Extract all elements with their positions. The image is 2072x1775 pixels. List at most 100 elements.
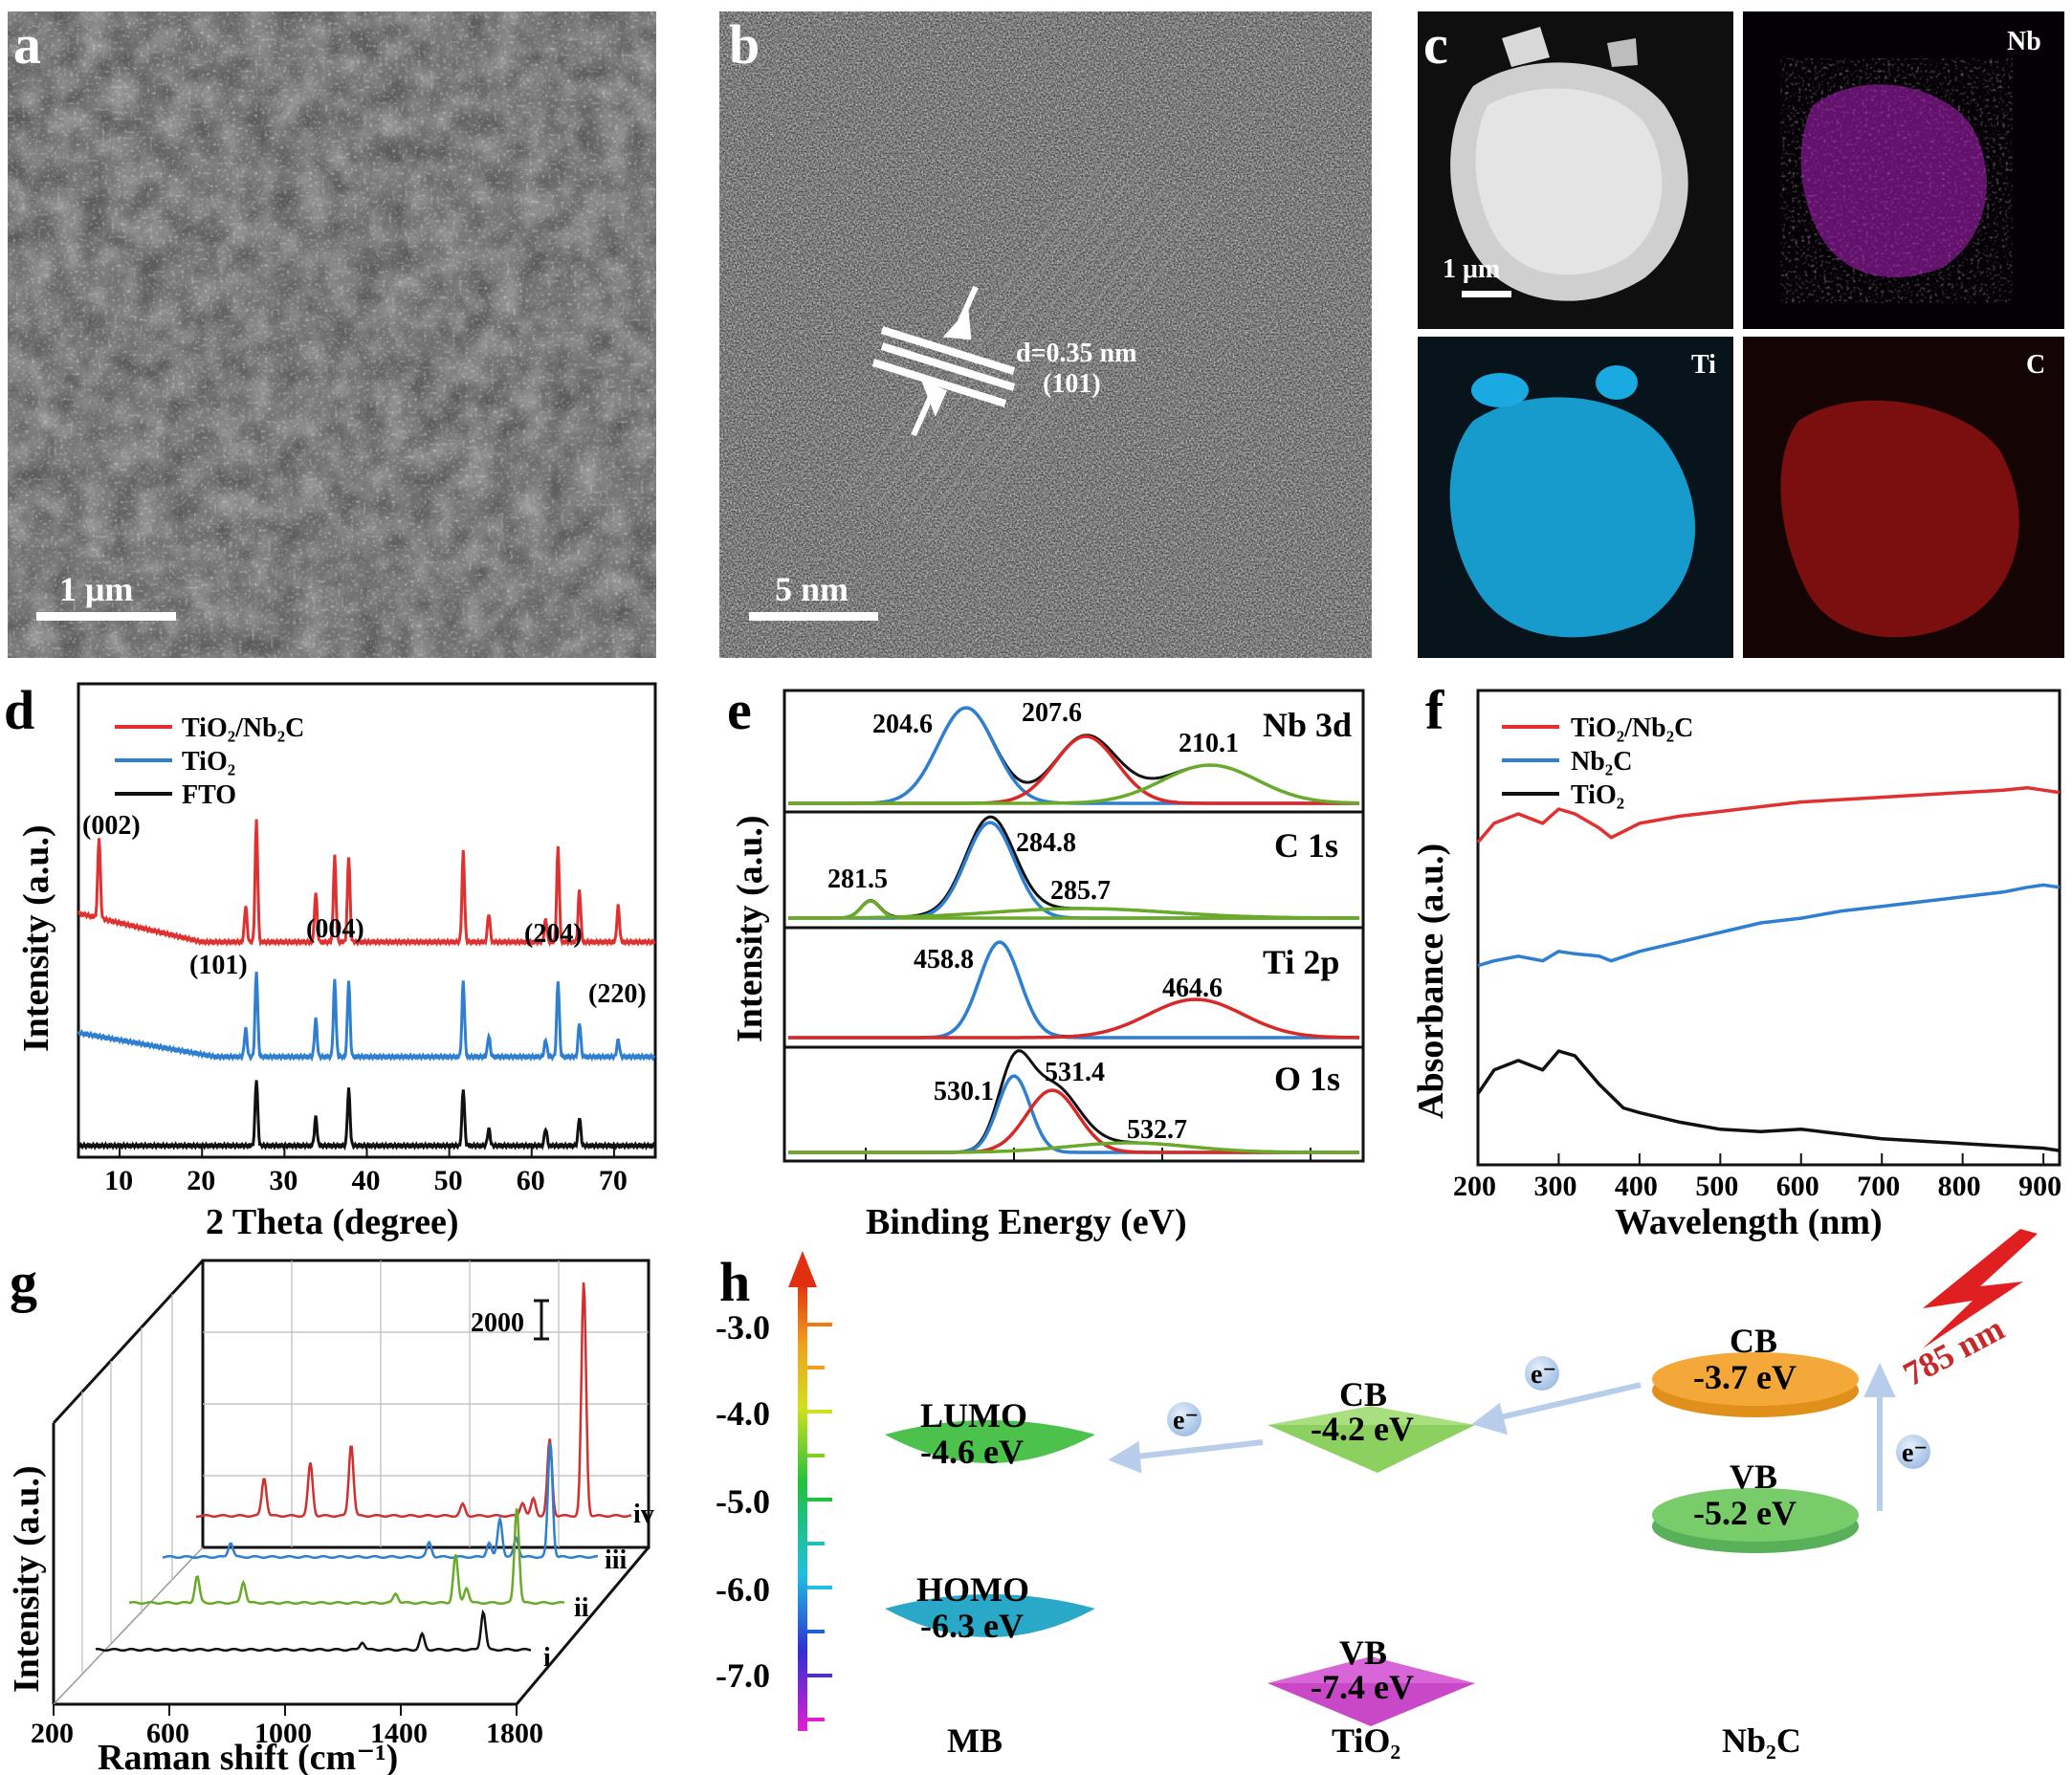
mb-name: MB xyxy=(947,1721,1003,1760)
xlabel-g: Raman shift (cm⁻¹) xyxy=(98,1738,398,1775)
uv-line-1 xyxy=(1477,883,2061,968)
xps-component-0-2 xyxy=(788,763,1359,805)
raman-tick-label-1: 600 xyxy=(146,1718,189,1749)
legend-f-tio2nb2c: TiO₂/Nb₂C xyxy=(1571,713,1693,743)
panel-c-label: c xyxy=(1423,13,1448,76)
xps-peak-210-1: 210.1 xyxy=(1179,729,1239,758)
panel-h: h -3.0 -4.0 -5.0 -6.0 -7.0 LUMO -4.6 eV … xyxy=(716,1229,2038,1760)
xps-c1s-title: C 1s xyxy=(1274,826,1338,865)
panel-g-label: g xyxy=(10,1251,37,1313)
peak-101: (101) xyxy=(189,951,248,980)
xps-peak-207-6: 207.6 xyxy=(1022,698,1082,728)
legend-tio2: TiO₂ xyxy=(182,747,235,777)
electron-2-label: e⁻ xyxy=(1531,1360,1556,1390)
mb-homo-label: HOMO xyxy=(916,1570,1029,1609)
xrd-line-2 xyxy=(77,1080,656,1151)
xps-curves xyxy=(788,706,1359,1154)
nb2c-cb-label: CB xyxy=(1730,1322,1777,1360)
xps-peak-285-7: 285.7 xyxy=(1050,876,1111,906)
plane-label: (101) xyxy=(1043,369,1101,399)
uv-tick-label-3: 500 xyxy=(1695,1171,1738,1202)
electron-1-label: e⁻ xyxy=(1173,1406,1199,1435)
energy-tick-7: -7.0 xyxy=(716,1656,770,1695)
xps-peak-458-8: 458.8 xyxy=(914,945,974,975)
xlabel-f: Wavelength (nm) xyxy=(1615,1202,1883,1242)
raman-ticks: 200 600 1000 1400 1800 xyxy=(31,1704,543,1749)
ylabel-e: Intensity (a.u.) xyxy=(730,815,770,1042)
energy-tick-6: -6.0 xyxy=(716,1570,770,1609)
xrd-line-1 xyxy=(77,972,656,1063)
xrd-series xyxy=(77,819,656,1151)
electron-1 xyxy=(1167,1402,1201,1436)
xps-ti2p-title: Ti 2p xyxy=(1263,943,1339,981)
xrd-tick-label-6: 70 xyxy=(599,1165,628,1196)
uv-tick-label-5: 700 xyxy=(1857,1171,1900,1202)
xps-peak-204-6: 204.6 xyxy=(872,710,933,739)
tio2-cb-label: CB xyxy=(1339,1375,1387,1413)
panel-e: e Nb 3d C 1s Ti 2p O 1s 204.6 207.6 210.… xyxy=(727,679,1365,1242)
raman-line-ii xyxy=(128,1508,565,1606)
raman-line-iii xyxy=(162,1442,599,1560)
hrtem-texture xyxy=(719,11,1372,658)
electron-3 xyxy=(1896,1435,1930,1469)
peak-204: (204) xyxy=(524,919,583,949)
xlabel-d: 2 Theta (degree) xyxy=(206,1202,459,1242)
raman-tick-label-2: 1000 xyxy=(254,1718,312,1749)
nb2c-vb-label: VB xyxy=(1730,1457,1777,1496)
tio2-cb-value: -4.2 eV xyxy=(1311,1410,1414,1448)
xrd-ticks: 10 20 30 40 50 60 70 xyxy=(104,1146,628,1196)
peak-220: (220) xyxy=(588,979,647,1009)
uv-line-0 xyxy=(1476,785,2061,844)
mb-lumo-value: -4.6 eV xyxy=(920,1433,1024,1471)
nb-map-label: Nb xyxy=(2007,27,2041,56)
legend-tio2nb2c: TiO₂/Nb₂C xyxy=(182,713,304,743)
electron-3-label: e⁻ xyxy=(1902,1438,1928,1468)
trace-ii: ii xyxy=(574,1593,589,1623)
panel-f: f 200 300 400 500 600 700 800 900 TiO₂/Nb₂C Nb₂… xyxy=(1411,679,2061,1242)
panel-f-label: f xyxy=(1425,679,1444,741)
mb-homo-band xyxy=(885,1594,1095,1637)
tio2-vb-label: VB xyxy=(1339,1633,1387,1672)
panel-g: g 2000 iv iii ii i 200 600 1000 1400 1800 xyxy=(7,1251,654,1775)
xps-nb3d-title: Nb 3d xyxy=(1263,706,1352,744)
uv-tick-label-2: 400 xyxy=(1615,1171,1658,1202)
transfer-arrows xyxy=(1108,1362,1896,1511)
lattice-marker xyxy=(871,326,1016,407)
xps-component-3-2 xyxy=(788,1141,1359,1154)
nb2c-vb-band xyxy=(1652,1488,1859,1542)
raman-line-i xyxy=(95,1609,532,1653)
panel-h-label: h xyxy=(719,1251,750,1313)
raman-scale: 2000 xyxy=(471,1308,524,1338)
raman-tick-label-4: 1800 xyxy=(486,1718,543,1749)
nb2c-cb-value: -3.7 eV xyxy=(1693,1358,1796,1396)
xps-component-2-1 xyxy=(788,997,1359,1040)
laser-bolt-icon xyxy=(1923,1229,2038,1348)
xlabel-e: Binding Energy (eV) xyxy=(866,1202,1187,1242)
panel-d: d 10 20 30 40 50 60 70 TiO₂/Nb₂C TiO₂ FTO (002… xyxy=(4,679,657,1242)
xps-peak-464-6: 464.6 xyxy=(1162,974,1223,1003)
tio2-name: TiO₂ xyxy=(1332,1721,1400,1760)
xrd-line-0 xyxy=(77,819,656,948)
uv-tick-label-1: 300 xyxy=(1533,1171,1576,1202)
raman-tick-label-0: 200 xyxy=(31,1718,74,1749)
xrd-tick-label-4: 50 xyxy=(434,1165,463,1196)
plot-frame-e xyxy=(783,689,1365,1163)
scalebar-c-text: 1 μm xyxy=(1443,254,1500,284)
energy-tick-4: -4.0 xyxy=(716,1394,770,1433)
trace-iii: iii xyxy=(605,1545,628,1575)
panel-c: c 1 μm Nb Ti C xyxy=(1418,11,2064,658)
xrd-tick-label-5: 60 xyxy=(517,1165,545,1196)
xrd-tick-label-1: 20 xyxy=(187,1165,215,1196)
tio2-cb-band xyxy=(1267,1425,1475,1473)
xps-component-0-1 xyxy=(788,734,1359,805)
plot-frame-f xyxy=(1476,689,2061,1167)
xrd-tick-label-2: 30 xyxy=(269,1165,298,1196)
uv-tick-label-0: 200 xyxy=(1453,1171,1496,1202)
panel-d-label: d xyxy=(4,679,34,741)
trace-i: i xyxy=(543,1643,551,1673)
ti-map-label: Ti xyxy=(1691,350,1716,380)
xps-peak-284-8: 284.8 xyxy=(1016,828,1076,858)
xrd-tick-label-0: 10 xyxy=(104,1165,133,1196)
uv-line-2 xyxy=(1476,1049,2061,1152)
electron-2 xyxy=(1525,1356,1559,1391)
